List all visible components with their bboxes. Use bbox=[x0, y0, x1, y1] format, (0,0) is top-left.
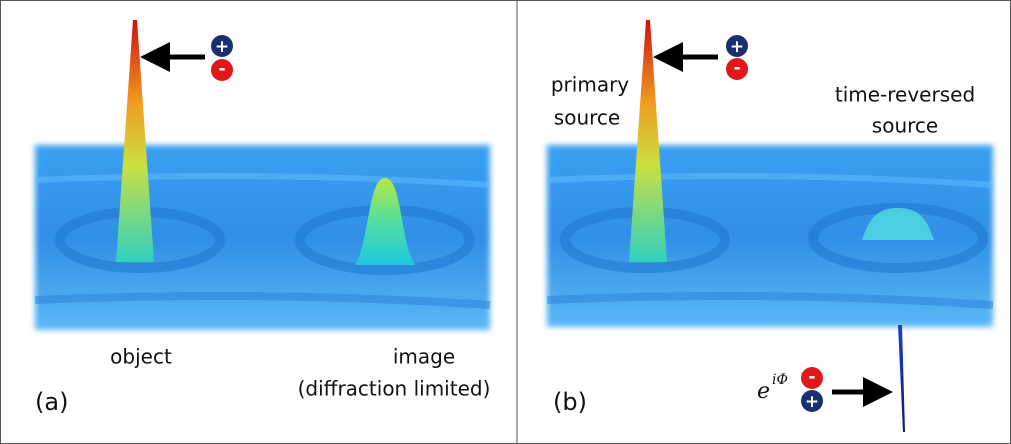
charge-sign: + bbox=[805, 392, 819, 412]
charge-sign: + bbox=[215, 37, 229, 57]
charge-sign: - bbox=[218, 59, 225, 79]
phase-exponent: iΦ bbox=[772, 372, 788, 388]
caption: (diffraction limited) bbox=[298, 377, 491, 401]
caption: object bbox=[110, 345, 172, 369]
charge-sign: + bbox=[730, 37, 744, 57]
figure: + - object image (diffraction limited) (… bbox=[0, 0, 1011, 444]
caption: primary bbox=[551, 73, 629, 97]
charge-sign: - bbox=[808, 367, 815, 387]
charge-sign: - bbox=[733, 58, 740, 78]
caption: time-reversed bbox=[835, 83, 975, 107]
phase-base: e bbox=[757, 379, 770, 404]
caption: source bbox=[872, 114, 938, 138]
panel-label: (b) bbox=[553, 388, 587, 416]
caption: source bbox=[554, 106, 620, 130]
panel-label: (a) bbox=[35, 388, 68, 416]
caption: image bbox=[393, 345, 455, 369]
